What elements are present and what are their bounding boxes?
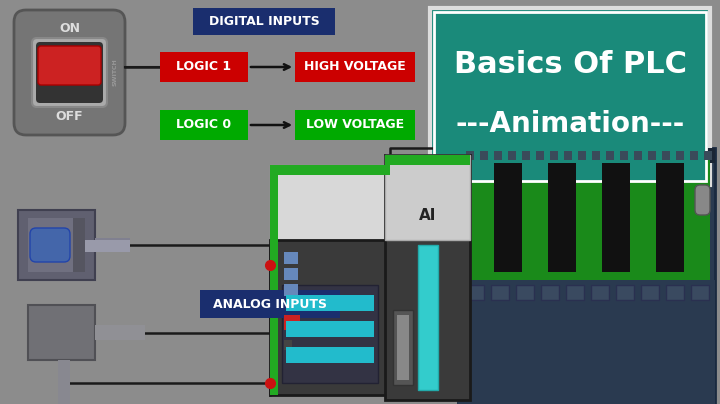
Bar [620,151,628,160]
FancyBboxPatch shape [36,42,103,103]
Bar [606,151,614,160]
Bar [458,148,715,163]
Bar [494,163,522,272]
Bar [480,151,488,160]
Bar [385,155,470,165]
Bar [28,305,95,360]
Bar [286,347,374,363]
Text: LOGIC 1: LOGIC 1 [176,61,232,74]
Bar [160,52,248,82]
Bar [270,240,278,395]
Bar [691,285,709,300]
FancyBboxPatch shape [695,185,710,215]
Bar [200,290,340,318]
Bar [85,240,130,252]
Bar [666,285,684,300]
Bar [284,268,298,280]
Bar [536,151,544,160]
Text: OFF: OFF [55,111,84,124]
Bar [466,285,484,300]
Bar [508,151,516,160]
Bar [468,155,710,280]
Bar [641,285,659,300]
Bar [648,151,656,160]
Text: HIGH VOLTAGE: HIGH VOLTAGE [304,61,406,74]
Text: SWITCH: SWITCH [112,59,117,86]
Bar [385,155,470,400]
Bar [458,280,715,404]
Bar [270,165,390,175]
Text: Basics Of PLC: Basics Of PLC [454,50,686,79]
Bar [522,151,530,160]
Bar [282,285,378,383]
Bar [676,151,684,160]
Bar [704,151,712,160]
Bar [591,285,609,300]
Bar [270,165,278,240]
Bar [58,360,70,404]
Text: LOGIC 0: LOGIC 0 [176,118,232,131]
Bar [28,218,85,272]
FancyBboxPatch shape [38,46,101,85]
Bar [430,8,710,185]
Bar [95,325,145,340]
Text: AI: AI [419,208,436,223]
Bar [566,285,584,300]
Bar [286,295,374,311]
Bar [592,151,600,160]
Bar [690,151,698,160]
Bar [548,163,576,272]
Bar [95,238,130,252]
Text: ON: ON [59,21,80,34]
Text: LOW VOLTAGE: LOW VOLTAGE [306,118,404,131]
FancyBboxPatch shape [32,38,107,107]
Text: DIGITAL INPUTS: DIGITAL INPUTS [209,15,320,28]
Bar [418,245,438,390]
Bar [662,151,670,160]
Bar [541,285,559,300]
Bar [385,155,470,240]
Bar [284,315,300,330]
FancyBboxPatch shape [14,10,125,135]
Bar [286,321,374,337]
Text: ANALOG INPUTS: ANALOG INPUTS [213,297,327,311]
Bar [564,151,572,160]
Bar [270,240,390,395]
Bar [270,165,390,240]
Bar [18,210,95,280]
Bar [466,151,474,160]
Bar [295,52,415,82]
Bar [385,155,470,165]
Bar [193,8,335,35]
Bar [458,148,715,404]
Bar [73,218,85,272]
Bar [550,151,558,160]
Bar [578,151,586,160]
Bar [397,315,409,380]
Bar [494,151,502,160]
Bar [656,163,684,272]
Bar [491,285,509,300]
Bar [434,12,706,181]
Bar [602,163,630,272]
Bar [284,252,298,264]
Bar [284,284,298,296]
Bar [634,151,642,160]
Bar [516,285,534,300]
Bar [393,310,413,385]
Bar [295,110,415,140]
Text: ---Animation---: ---Animation--- [455,111,685,139]
Bar [616,285,634,300]
Bar [284,340,292,350]
Bar [160,110,248,140]
FancyBboxPatch shape [30,228,70,262]
